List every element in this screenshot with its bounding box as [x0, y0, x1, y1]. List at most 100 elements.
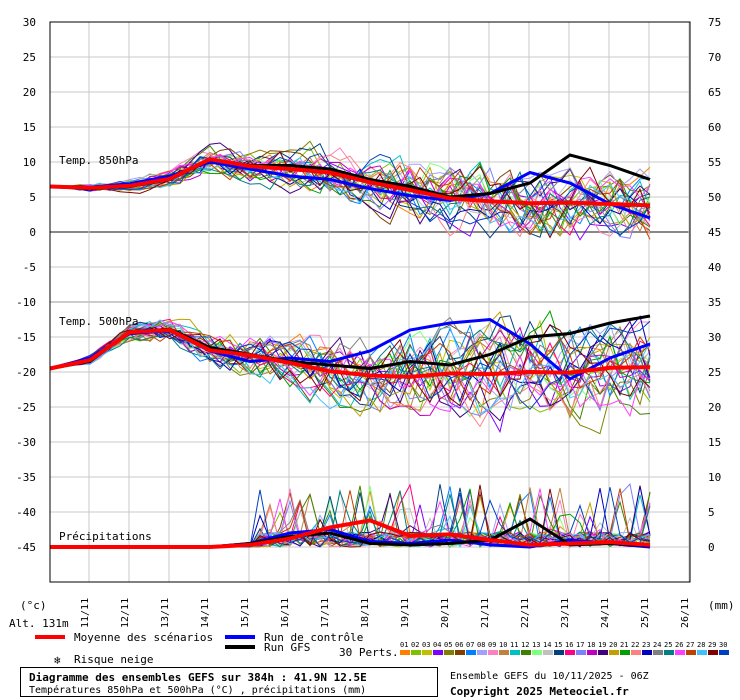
legend-pert-id: 11	[510, 641, 518, 649]
legend-snow-label: Risque neige	[74, 653, 153, 666]
legend-pert-swatch	[477, 650, 487, 655]
control-line-t850	[49, 160, 651, 220]
legend-pert-id: 29	[708, 641, 716, 649]
pert-line-t500	[49, 324, 651, 407]
legend-gfs-label: Run GFS	[264, 641, 310, 654]
legend-pert-id: 02	[411, 641, 419, 649]
date-label: 15/11	[240, 598, 251, 628]
copyright: Copyright 2025 Meteociel.fr	[450, 685, 629, 698]
left-tick-label: 25	[23, 51, 36, 64]
legend-pert-id: 01	[400, 641, 408, 649]
left-tick-label: 20	[23, 86, 36, 99]
legend-pert-id: 14	[543, 641, 551, 649]
date-label: 14/11	[200, 598, 211, 628]
date-label: 16/11	[280, 598, 291, 628]
date-label: 26/11	[680, 598, 691, 628]
legend-pert-id: 07	[466, 641, 474, 649]
legend-pert-id: 09	[488, 641, 496, 649]
legend-pert-swatch	[466, 650, 476, 655]
pert-line-t850	[50, 151, 651, 239]
legend-pert-id: 16	[565, 641, 573, 649]
right-tick-label: 75	[708, 16, 721, 29]
legend-pert-swatch	[400, 650, 410, 655]
right-tick-label: 20	[708, 401, 721, 414]
right-tick-label: 35	[708, 296, 721, 309]
legend-pert-id: 13	[532, 641, 540, 649]
left-tick-label: -25	[16, 401, 36, 414]
right-tick-label: 0	[708, 541, 715, 554]
right-tick-label: 55	[708, 156, 721, 169]
right-tick-label: 70	[708, 51, 721, 64]
legend-pert-swatch	[620, 650, 630, 655]
pert-line-t500	[49, 320, 651, 410]
legend-pert-swatch	[686, 650, 696, 655]
legend-pert-swatch	[565, 650, 575, 655]
legend-pert-id: 25	[664, 641, 672, 649]
date-label: 24/11	[600, 598, 611, 628]
label-precip: Précipitations	[59, 530, 152, 543]
left-tick-label: -45	[16, 541, 36, 554]
mean-line-t850	[49, 157, 651, 208]
axes	[49, 21, 691, 583]
legend-pert-swatch	[708, 650, 718, 655]
label-t500: Temp. 500hPa	[59, 315, 138, 328]
mean-line-precip	[50, 518, 651, 549]
legend-pert-id: 10	[499, 641, 507, 649]
mean-line-t500	[49, 327, 651, 379]
legend-pert-swatch	[697, 650, 707, 655]
altitude-label: Alt. 131m	[9, 617, 69, 630]
legend-pert-id: 20	[609, 641, 617, 649]
left-tick-label: -20	[16, 366, 36, 379]
legend-pert-id: 04	[433, 641, 441, 649]
chart-subtitle: Températures 850hPa et 500hPa (°C) , pré…	[29, 685, 367, 696]
legend-pert-id: 30	[719, 641, 727, 649]
legend-pert-swatch	[510, 650, 520, 655]
date-label: 11/11	[80, 598, 91, 628]
left-tick-label: 5	[29, 191, 36, 204]
legend-pert-id: 17	[576, 641, 584, 649]
run-info: Ensemble GEFS du 10/11/2025 - 06Z	[450, 671, 649, 682]
label-t850: Temp. 850hPa	[59, 154, 138, 167]
pert-line-t500	[49, 326, 651, 402]
legend-pert-id: 19	[598, 641, 606, 649]
legend-pert-id: 05	[444, 641, 452, 649]
left-tick-label: 10	[23, 156, 36, 169]
right-tick-label: 60	[708, 121, 721, 134]
right-tick-label: 10	[708, 471, 721, 484]
right-unit: (mm)	[708, 599, 735, 612]
legend-pert-swatch	[433, 650, 443, 655]
date-label: 21/11	[480, 598, 491, 628]
grid	[50, 21, 690, 582]
date-label: 23/11	[560, 598, 571, 628]
pert-line-t500	[49, 321, 651, 418]
left-tick-label: -10	[16, 296, 36, 309]
pert-line-t500	[49, 323, 651, 399]
left-tick-label: 15	[23, 121, 36, 134]
date-label: 12/11	[120, 598, 131, 628]
legend-pert-id: 26	[675, 641, 683, 649]
legend-pert-swatch	[653, 650, 663, 655]
right-tick-label: 30	[708, 331, 721, 344]
chart-title: Diagramme des ensembles GEFS sur 384h : …	[29, 671, 367, 684]
legend-pert-swatch	[488, 650, 498, 655]
legend-pert-id: 08	[477, 641, 485, 649]
date-label: 13/11	[160, 598, 171, 628]
main-series	[49, 153, 651, 549]
right-tick-label: 65	[708, 86, 721, 99]
legend-pert-swatch	[444, 650, 454, 655]
right-tick-label: 40	[708, 261, 721, 274]
left-tick-label: -35	[16, 471, 36, 484]
legend-pert-id: 24	[653, 641, 661, 649]
pert-line-t500	[49, 323, 651, 428]
right-tick-label: 50	[708, 191, 721, 204]
legend-control-label: Run de contrôle	[264, 631, 363, 644]
legend-pert-id: 23	[642, 641, 650, 649]
right-tick-label: 45	[708, 226, 721, 239]
left-tick-label: -15	[16, 331, 36, 344]
plot-frame	[49, 21, 691, 583]
legend-pert-id: 22	[631, 641, 639, 649]
left-unit: (°c)	[20, 599, 47, 612]
date-label: 19/11	[400, 598, 411, 628]
date-label: 20/11	[440, 598, 451, 628]
